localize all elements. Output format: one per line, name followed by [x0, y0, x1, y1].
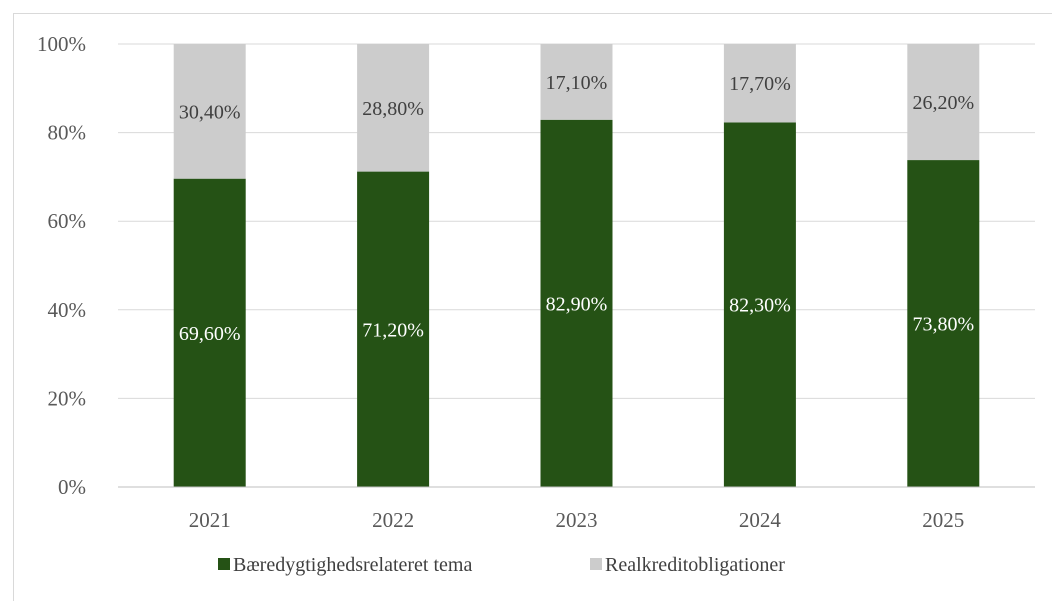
- data-label: 69,60%: [179, 323, 241, 345]
- bar-segment: [723, 122, 796, 487]
- bar-segment: [907, 44, 980, 161]
- legend-swatch: [218, 558, 230, 570]
- bar-segment: [723, 44, 796, 123]
- x-tick-label: 2025: [922, 508, 964, 532]
- x-tick-label: 2022: [372, 508, 414, 532]
- y-tick-label: 60%: [48, 209, 87, 233]
- bar-segment: [540, 119, 613, 488]
- bar-segment: [173, 44, 246, 179]
- y-tick-label: 0%: [58, 475, 86, 499]
- bar-segment: [173, 178, 246, 487]
- legend-label: Bæredygtighedsrelateret tema: [233, 554, 472, 576]
- x-tick-label: 2024: [739, 508, 782, 532]
- y-tick-label: 80%: [48, 121, 87, 145]
- y-tick-label: 40%: [48, 298, 87, 322]
- bar-segment: [540, 44, 613, 120]
- bar-segment: [907, 160, 980, 488]
- data-label: 30,40%: [179, 101, 241, 123]
- data-label: 82,90%: [546, 293, 608, 315]
- data-label: 82,30%: [729, 295, 791, 317]
- legend-label: Realkreditobligationer: [605, 554, 785, 576]
- data-label: 17,10%: [546, 72, 608, 94]
- data-label: 28,80%: [362, 98, 424, 120]
- y-tick-label: 20%: [48, 386, 87, 410]
- data-label: 17,70%: [729, 73, 791, 95]
- data-label: 71,20%: [362, 319, 424, 341]
- bar-segment: [357, 171, 430, 488]
- x-tick-label: 2021: [189, 508, 231, 532]
- x-tick-label: 2023: [556, 508, 598, 532]
- legend-swatch: [590, 558, 602, 570]
- data-label: 26,20%: [912, 92, 974, 114]
- data-label: 73,80%: [912, 314, 974, 336]
- bar-segment: [357, 44, 430, 172]
- y-tick-label: 100%: [37, 32, 86, 56]
